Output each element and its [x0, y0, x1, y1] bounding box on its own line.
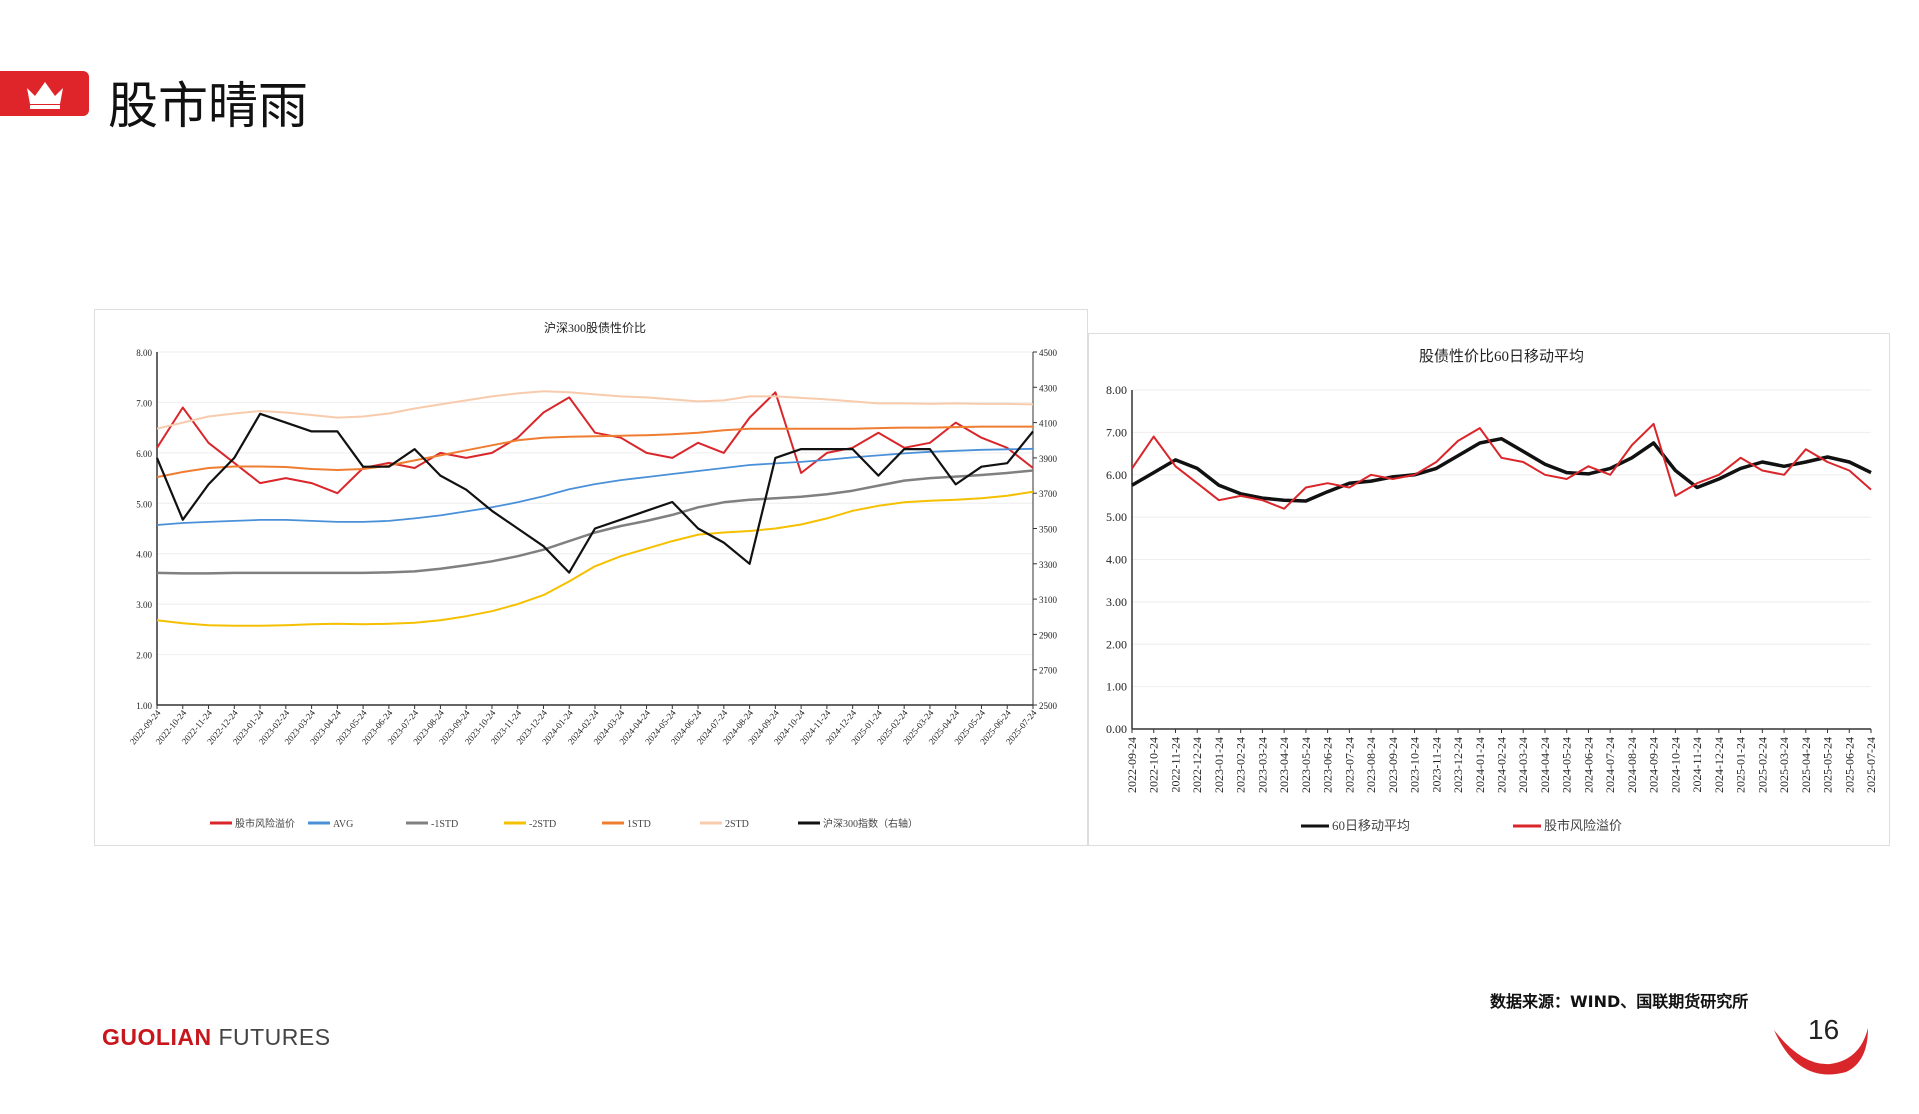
legend-label: 沪深300指数（右轴） — [823, 817, 918, 830]
x-tick-label: 2023-10-24 — [1408, 737, 1422, 793]
data-source: 数据来源：WIND、国联期货研究所 — [1490, 992, 1749, 1011]
x-tick-label: 2023-02-24 — [1234, 737, 1248, 793]
y2-tick-label: 3900 — [1039, 454, 1058, 464]
series-line-6 — [155, 412, 1034, 574]
legend-label: AVG — [333, 819, 353, 830]
x-tick-label: 2024-04-24 — [1538, 737, 1552, 793]
brand-main: GUOLIAN — [102, 1024, 212, 1050]
y-tick-label: 7.00 — [136, 398, 152, 408]
y2-tick-label: 3700 — [1039, 489, 1058, 499]
series-line-1 — [1131, 422, 1872, 510]
legend-label: 股市风险溢价 — [235, 817, 295, 830]
x-tick-label: 2024-05-24 — [1560, 737, 1574, 793]
y2-tick-label: 2900 — [1039, 630, 1058, 640]
x-tick-label: 2023-09-24 — [1386, 737, 1400, 793]
x-tick-label: 2023-11-24 — [1429, 737, 1443, 793]
y-tick-label: 2.00 — [136, 651, 152, 661]
legend-label: 股市风险溢价 — [1544, 818, 1622, 833]
y-tick-label: 5.00 — [1106, 510, 1127, 524]
series-line-0 — [156, 391, 1034, 495]
x-tick-label: 2025-05-24 — [1821, 737, 1835, 793]
legend-label: 2STD — [725, 819, 749, 830]
crown-icon — [26, 81, 63, 109]
x-tick-label: 2023-06-24 — [1321, 737, 1335, 793]
y-tick-label: 3.00 — [1106, 595, 1127, 609]
brand-logo: GUOLIAN FUTURES — [102, 1024, 331, 1051]
x-tick-label: 2022-12-24 — [1190, 737, 1204, 793]
chart-title: 股债性价比60日移动平均 — [1419, 348, 1584, 365]
x-tick-label: 2025-01-24 — [1734, 737, 1748, 793]
x-tick-label: 2024-10-24 — [1668, 737, 1682, 793]
x-tick-label: 2025-02-24 — [1755, 737, 1769, 793]
x-tick-label: 2025-06-24 — [1842, 737, 1856, 793]
right-chart-panel: 股债性价比60日移动平均 0.00 1.00 2.00 3.00 4.00 5.00 6.00… — [1088, 333, 1890, 846]
y2-tick-label: 3100 — [1039, 595, 1058, 605]
y-tick-label: 0.00 — [1106, 722, 1127, 736]
y-tick-label: 7.00 — [1106, 425, 1127, 439]
x-tick-label: 2025-03-24 — [1777, 737, 1791, 793]
y2-tick-label: 4500 — [1039, 348, 1058, 358]
y-tick-label: 8.00 — [1106, 383, 1127, 397]
x-tick-label: 2022-09-24 — [1125, 737, 1139, 793]
series-line-2 — [156, 469, 1034, 575]
y-tick-label: 4.00 — [136, 550, 152, 560]
y2-tick-label: 3500 — [1039, 525, 1058, 535]
x-tick-label: 2024-03-24 — [1516, 737, 1530, 793]
series-line-3 — [156, 490, 1034, 627]
legend-label: -1STD — [431, 819, 458, 830]
x-tick-label: 2024-12-24 — [1712, 737, 1726, 793]
x-tick-label: 2023-01-24 — [1212, 737, 1226, 793]
y-tick-label: 2.00 — [1106, 637, 1127, 651]
left-chart-panel: 沪深300股债性价比 1.00 2.00 3.00 4.00 5.00 6.00 7.00 8.… — [94, 309, 1088, 846]
legend-label: -2STD — [529, 819, 556, 830]
y-tick-label: 8.00 — [136, 348, 152, 358]
csi300-stock-bond-chart: 沪深300股债性价比 1.00 2.00 3.00 4.00 5.00 6.00 7.00 8.… — [128, 321, 1058, 830]
x-tick-label: 2023-04-24 — [1277, 737, 1291, 793]
y2-tick-label: 3300 — [1039, 560, 1058, 570]
y-tick-label: 6.00 — [136, 449, 152, 459]
y2-tick-label: 2500 — [1039, 701, 1058, 711]
x-tick-label: 2024-11-24 — [1690, 737, 1704, 793]
x-tick-label: 2023-05-24 — [1299, 737, 1313, 793]
x-tick-label: 2024-09-24 — [1647, 737, 1661, 793]
x-tick-label: 2024-06-24 — [1581, 737, 1595, 793]
x-tick-label: 2024-02-24 — [1495, 737, 1509, 793]
page-title: 股市晴雨 — [108, 77, 308, 135]
brand-sub: FUTURES — [211, 1024, 331, 1050]
x-tick-label: 2023-12-24 — [1451, 737, 1465, 793]
page-arc-decoration — [1774, 1028, 1868, 1075]
moving-average-chart: 股债性价比60日移动平均 0.00 1.00 2.00 3.00 4.00 5.00 6.00… — [1106, 348, 1878, 833]
header-logo-box — [0, 71, 89, 116]
legend-label: 60日移动平均 — [1332, 818, 1410, 833]
page-number: 16 — [1808, 1014, 1840, 1045]
x-tick-label: 2025-04-24 — [1799, 737, 1813, 793]
y-tick-label: 5.00 — [136, 499, 152, 509]
chart-title: 沪深300股债性价比 — [544, 321, 646, 335]
x-tick-label: 2024-01-24 — [1473, 737, 1487, 793]
x-tick-label: 2025-07-24 — [1864, 737, 1878, 793]
y-tick-label: 1.00 — [1106, 680, 1127, 694]
y2-tick-label: 4100 — [1039, 419, 1058, 429]
y-tick-label: 1.00 — [136, 701, 152, 711]
x-tick-label: 2024-07-24 — [1603, 737, 1617, 793]
y-tick-label: 4.00 — [1106, 553, 1127, 567]
series-line-1 — [156, 447, 1034, 526]
legend-label: 1STD — [627, 819, 651, 830]
x-tick-label: 2023-03-24 — [1255, 737, 1269, 793]
x-tick-label: 2024-08-24 — [1625, 737, 1639, 793]
x-tick-label: 2023-07-24 — [1342, 737, 1356, 793]
y2-tick-label: 2700 — [1039, 666, 1058, 676]
x-tick-label: 2022-10-24 — [1147, 737, 1161, 793]
y-tick-label: 6.00 — [1106, 468, 1127, 482]
x-tick-label: 2023-08-24 — [1364, 737, 1378, 793]
y2-tick-label: 4300 — [1039, 383, 1058, 393]
x-tick-label: 2022-11-24 — [1168, 737, 1182, 793]
y-tick-label: 3.00 — [136, 600, 152, 610]
